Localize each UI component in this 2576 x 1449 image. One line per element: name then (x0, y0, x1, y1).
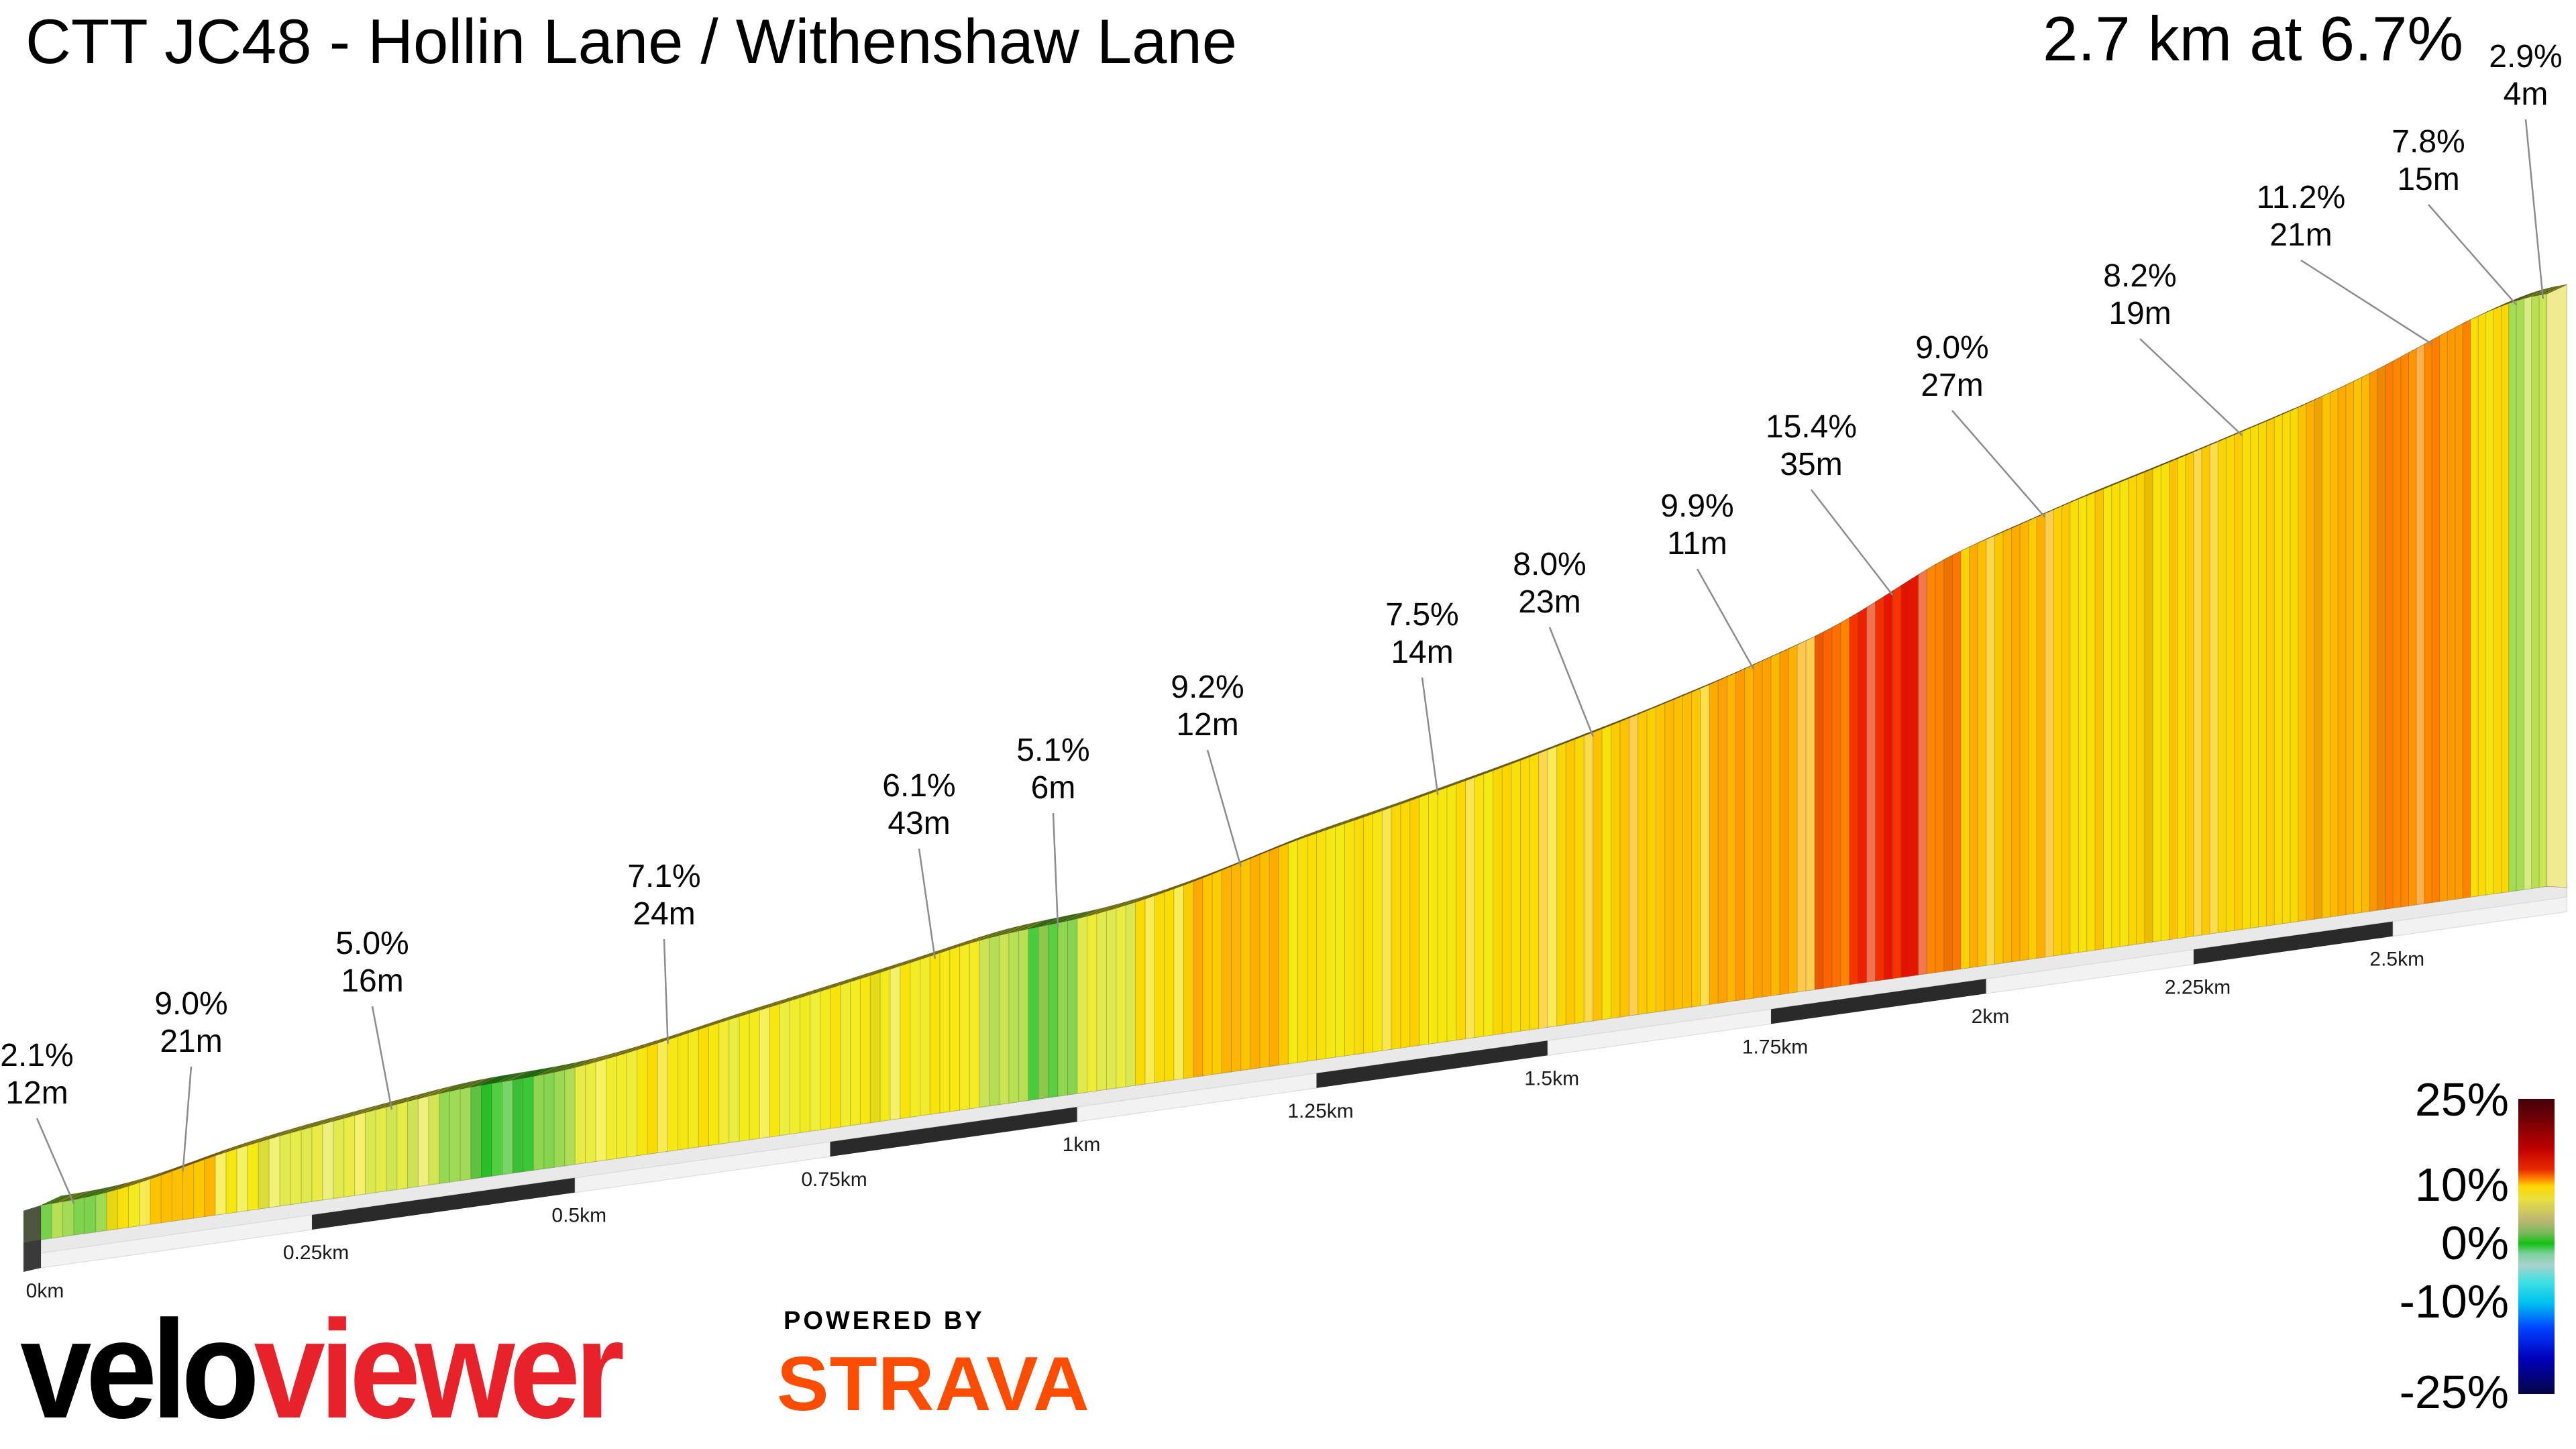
annotation-gradient: 7.1% (627, 859, 700, 894)
legend-tick-0: 0% (2440, 1217, 2509, 1269)
km-tick-label: 1.75km (1742, 1036, 1808, 1058)
km-tick-label: 2km (1972, 1006, 2010, 1028)
veloviewer-logo-velo: velo (20, 1292, 260, 1448)
km-tick-label: 0.5km (551, 1205, 606, 1227)
annotation-gradient: 6.1% (882, 768, 955, 804)
annotation-length: 23m (1518, 584, 1580, 620)
annotation-length: 14m (1391, 635, 1453, 670)
km-tick-label: 2.25km (2165, 977, 2231, 999)
annotation-length: 12m (1176, 707, 1238, 743)
km-tick-label: 1km (1063, 1134, 1101, 1156)
annotation-length: 43m (888, 806, 950, 841)
strava-logo: STRAVA (777, 1342, 1090, 1427)
annotation-gradient: 5.0% (335, 926, 409, 961)
legend-tick-neg10: -10% (2399, 1275, 2509, 1328)
annotation-gradient: 9.0% (154, 986, 227, 1022)
annotation-length: 11m (1667, 526, 1727, 561)
annotation-length: 6m (1031, 770, 1076, 806)
annotation-length: 4m (2504, 76, 2548, 112)
annotation-length: 12m (5, 1075, 68, 1111)
km-tick-label: 0km (26, 1280, 64, 1302)
km-tick-label: 1.5km (1524, 1067, 1579, 1089)
annotation-gradient: 15.4% (1766, 409, 1857, 445)
annotation-length: 35m (1780, 447, 1842, 482)
annotation-gradient: 11.2% (2257, 180, 2346, 215)
annotation-gradient: 9.0% (1915, 330, 1988, 366)
annotation-gradient: 7.8% (2392, 124, 2465, 160)
km-tick-label: 2.5km (2369, 949, 2424, 971)
legend-tick-10: 10% (2414, 1159, 2509, 1211)
annotation-length: 19m (2108, 296, 2171, 331)
powered-by-label: POWERED BY (784, 1307, 985, 1335)
climb-summary: 2.7 km at 6.7% (2043, 3, 2463, 74)
annotation-length: 21m (2269, 217, 2332, 253)
km-tick-label: 0.25km (283, 1242, 349, 1264)
veloviewer-logo: veloviewer (20, 1300, 625, 1440)
gradient-legend-bar (2518, 1099, 2555, 1394)
annotation-gradient: 5.1% (1016, 733, 1089, 768)
annotation-length: 24m (633, 896, 695, 932)
annotation-gradient: 7.5% (1385, 597, 1458, 633)
annotation-gradient: 8.0% (1513, 547, 1586, 582)
km-tick-label: 1.25km (1287, 1100, 1353, 1122)
annotation-length: 15m (2397, 162, 2459, 197)
annotation-gradient: 8.2% (2103, 258, 2176, 294)
annotation-length: 21m (160, 1024, 222, 1059)
legend-tick-neg25: -25% (2399, 1366, 2509, 1418)
annotation-gradient: 9.2% (1171, 669, 1244, 705)
annotation-gradient: 9.9% (1660, 488, 1733, 524)
legend-tick-25: 25% (2414, 1073, 2509, 1126)
annotation-length: 16m (341, 963, 403, 999)
veloviewer-logo-viewer: viewer (254, 1292, 625, 1448)
km-tick-label: 0.75km (801, 1169, 867, 1191)
page-title: CTT JC48 - Hollin Lane / Withenshaw Lane (25, 6, 1238, 76)
annotation-gradient: 2.9% (2489, 39, 2562, 74)
annotation-length: 27m (1921, 368, 1983, 403)
annotation-gradient: 2.1% (0, 1038, 73, 1073)
